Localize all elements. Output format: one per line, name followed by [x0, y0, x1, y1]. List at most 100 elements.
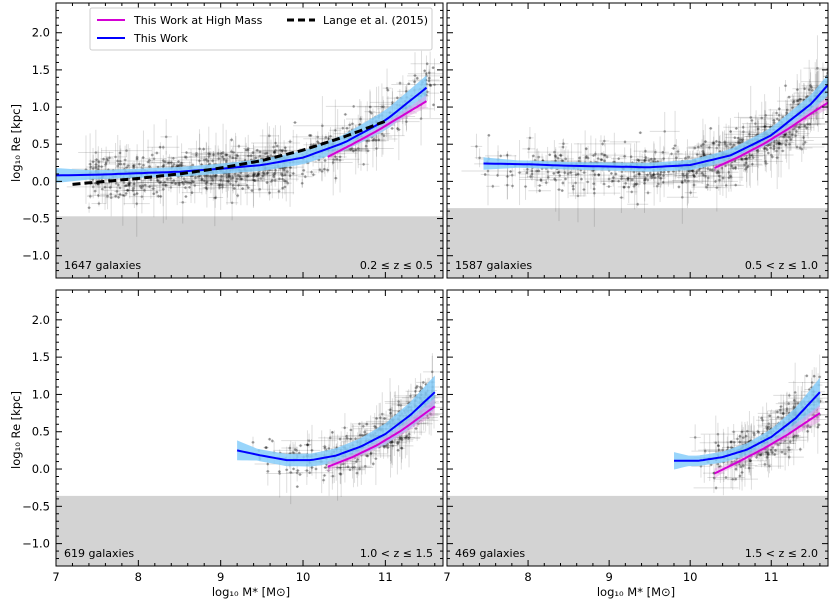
galaxy-point: [206, 145, 211, 162]
galaxy-point: [189, 126, 229, 187]
galaxy-point: [247, 144, 260, 209]
galaxy-point: [706, 163, 728, 212]
galaxy-point: [413, 426, 419, 431]
galaxy-point: [632, 184, 636, 189]
galaxy-point: [358, 162, 370, 166]
galaxy-point: [127, 176, 131, 194]
y-tick-label: 0.5: [32, 137, 50, 151]
galaxy-point: [100, 156, 115, 162]
galaxy-point: [649, 143, 659, 206]
galaxy-point: [671, 146, 677, 150]
galaxy-point: [715, 171, 719, 175]
galaxy-point: [699, 171, 705, 175]
galaxy-point: [247, 153, 256, 158]
galaxy-point: [761, 413, 776, 434]
galaxy-point: [801, 83, 820, 88]
galaxy-point: [237, 151, 269, 155]
galaxy-point: [208, 195, 224, 200]
galaxy-point: [787, 95, 792, 99]
galaxy-point: [803, 124, 807, 128]
galaxy-point: [775, 406, 785, 414]
galaxy-point: [388, 411, 393, 415]
band-this-work-at-high-mass: [714, 96, 828, 172]
y-tick-label: 0.0: [32, 174, 50, 188]
galaxy-point: [560, 189, 564, 193]
galaxy-point: [91, 200, 107, 207]
galaxy-point: [156, 180, 209, 184]
galaxy-point: [218, 177, 248, 194]
galaxy-point: [365, 149, 371, 153]
galaxy-point: [691, 173, 696, 177]
galaxy-point: [673, 172, 694, 180]
galaxy-point: [321, 476, 326, 484]
galaxy-point: [198, 177, 259, 185]
galaxy-point: [150, 181, 156, 196]
galaxy-point: [239, 177, 244, 181]
galaxy-point: [568, 159, 621, 227]
galaxy-point: [155, 186, 159, 198]
galaxy-point: [156, 182, 186, 193]
galaxy-point: [371, 134, 380, 147]
galaxy-point: [773, 448, 778, 452]
galaxy-point: [794, 432, 801, 439]
galaxy-point: [795, 80, 800, 100]
galaxy-point: [577, 156, 582, 160]
galaxy-point: [766, 151, 771, 155]
galaxy-point: [780, 444, 799, 456]
galaxy-point: [645, 157, 665, 161]
galaxy-point: [135, 157, 140, 161]
galaxy-point: [480, 172, 490, 176]
galaxy-point: [610, 157, 627, 161]
galaxy-point: [228, 175, 253, 179]
galaxy-point: [658, 168, 663, 189]
galaxy-point: [783, 124, 808, 147]
galaxy-point: [277, 189, 281, 193]
galaxy-point: [634, 172, 673, 177]
galaxy-point: [519, 178, 563, 181]
y-tick-label: 0.5: [32, 425, 50, 439]
galaxy-point: [609, 140, 641, 144]
panel-3: −1.0 −0.5 0.0 0.5 1.0 1.5 2.0 7 8 9 10 11 619 galaxi…: [22, 289, 444, 584]
galaxy-point: [560, 158, 564, 163]
galaxy-point: [101, 144, 153, 157]
galaxy-point: [735, 465, 746, 469]
galaxy-point: [484, 173, 512, 178]
galaxy-point: [153, 151, 160, 155]
galaxy-point: [798, 447, 803, 452]
galaxy-point: [231, 156, 235, 160]
galaxy-point: [96, 161, 117, 165]
legend-box: [89, 7, 433, 51]
galaxy-point: [250, 189, 254, 193]
galaxy-point: [620, 174, 624, 179]
galaxy-point: [145, 184, 154, 189]
galaxy-point: [486, 184, 500, 189]
galaxy-point: [325, 167, 330, 174]
galaxy-point: [748, 156, 784, 167]
galaxy-point: [130, 164, 137, 168]
galaxy-point: [734, 136, 743, 140]
galaxy-point: [504, 170, 511, 200]
galaxy-point: [252, 174, 261, 178]
galaxy-point: [270, 439, 275, 443]
band-this-work: [56, 75, 427, 183]
galaxy-point: [526, 173, 535, 180]
galaxy-point: [90, 183, 147, 187]
galaxy-point: [278, 168, 290, 173]
galaxy-point: [611, 175, 615, 187]
galaxy-point: [573, 141, 632, 147]
galaxy-point: [755, 459, 784, 474]
galaxy-point: [244, 142, 248, 158]
galaxy-point: [390, 434, 414, 445]
galaxy-point: [230, 174, 235, 182]
galaxy-point: [113, 186, 120, 197]
galaxy-point: [638, 180, 688, 184]
galaxy-point: [525, 171, 529, 175]
galaxy-count-label: 619 galaxies: [64, 547, 134, 560]
galaxy-point: [181, 151, 192, 155]
galaxy-point: [414, 384, 419, 392]
galaxy-point: [552, 170, 578, 175]
galaxy-point: [173, 182, 195, 186]
resolution-limit-shade: [56, 495, 443, 566]
galaxy-point: [633, 157, 665, 164]
galaxy-point: [744, 461, 754, 475]
